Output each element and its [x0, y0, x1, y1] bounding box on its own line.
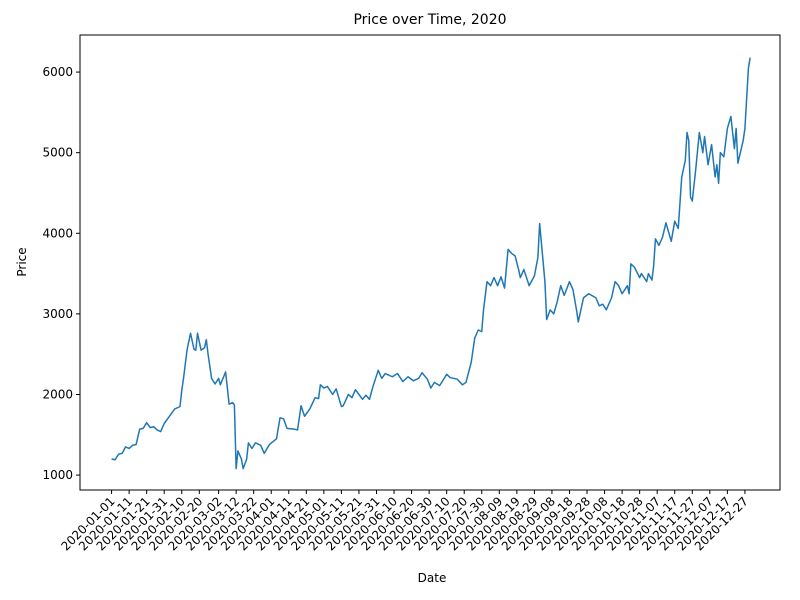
- y-tick-label: 4000: [42, 226, 73, 240]
- plot-frame: [79, 34, 781, 491]
- y-tick-label: 5000: [42, 146, 73, 160]
- price-line: [111, 57, 751, 470]
- y-axis-label: Price: [15, 247, 29, 276]
- x-axis-label: Date: [418, 571, 447, 585]
- y-tick-label: 1000: [42, 468, 73, 482]
- chart-title: Price over Time, 2020: [353, 12, 506, 28]
- y-tick-label: 6000: [42, 65, 73, 79]
- y-tick-label: 2000: [42, 387, 73, 401]
- y-tick-label: 3000: [42, 307, 73, 321]
